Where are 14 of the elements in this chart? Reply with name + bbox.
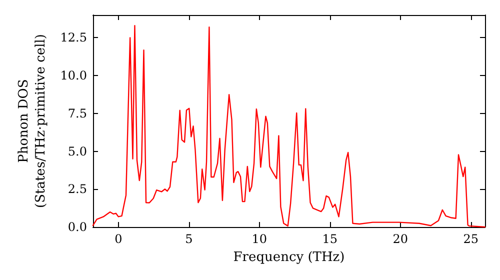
- x-tick-label: 15: [322, 232, 338, 246]
- x-tick-label: 0: [114, 232, 122, 246]
- y-tick-label: 12.5: [60, 30, 87, 45]
- y-tick-label: 0.0: [68, 220, 87, 234]
- y-tick-label: 5.0: [68, 144, 87, 158]
- x-tick-label: 10: [252, 232, 268, 246]
- y-tick-label: 2.5: [68, 182, 87, 196]
- x-tick-label: 5: [185, 232, 193, 246]
- x-tick-label: 20: [392, 232, 408, 246]
- y-tick-label: 10.0: [60, 68, 87, 83]
- x-tick-label: 25: [463, 232, 479, 246]
- y-tick-label: 7.5: [68, 106, 87, 120]
- x-axis-title: Frequency (THz): [233, 250, 345, 265]
- y-axis-title: Phonon DOS (States/THz·primitive cell): [16, 34, 48, 208]
